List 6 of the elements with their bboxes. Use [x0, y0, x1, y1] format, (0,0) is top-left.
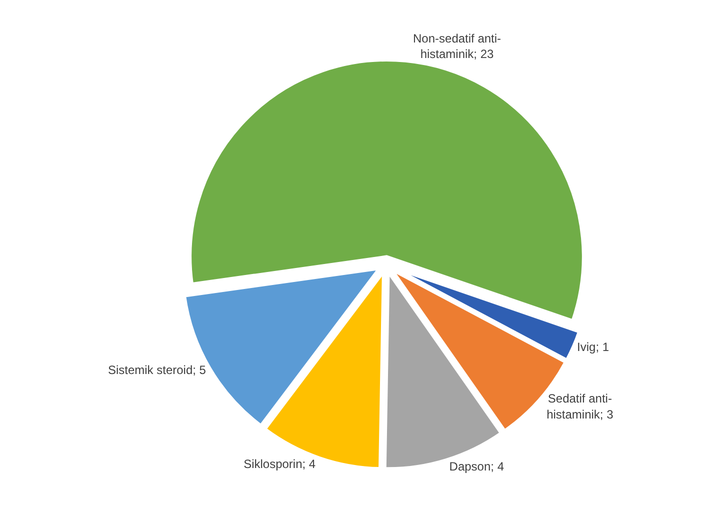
slice-label: Sedatif anti-histaminik; 3 — [546, 392, 614, 422]
slice-label: Ivig; 1 — [577, 340, 610, 354]
slice-label: Dapson; 4 — [449, 459, 504, 474]
slice-label: Siklosporin; 4 — [244, 457, 316, 472]
slice-label: Non-sedatif anti-histaminik; 23 — [413, 31, 502, 62]
slice-label: Sistemik steroid; 5 — [108, 363, 206, 378]
